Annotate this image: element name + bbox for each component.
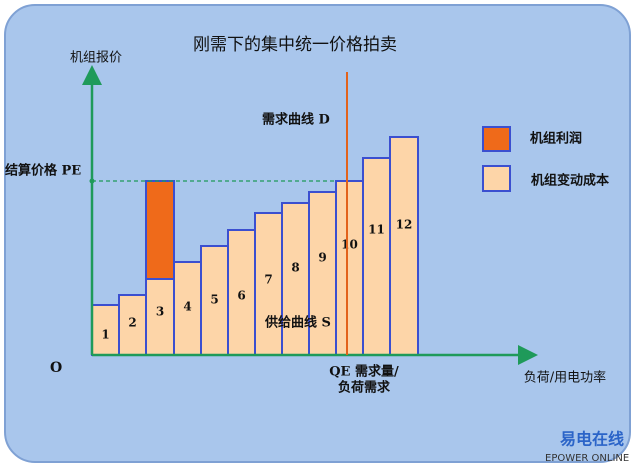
bar-label: 4 (183, 300, 191, 314)
legend-swatch (482, 165, 511, 192)
demand-label: 需求曲线 D (262, 112, 330, 128)
bar-label: 6 (237, 289, 245, 303)
bar-label: 2 (128, 316, 136, 330)
bar (308, 191, 337, 356)
pe-label: 结算价格 PE (5, 163, 81, 179)
qe-label: 负荷需求 (338, 380, 391, 396)
y-axis-label: 机组报价 (70, 51, 122, 66)
bar-label: 7 (264, 273, 272, 287)
title: 刚需下的集中统一价格拍卖 (193, 35, 397, 55)
bar (118, 294, 147, 356)
legend-label: 机组利润 (530, 131, 582, 147)
legend-label: 机组变动成本 (531, 173, 609, 189)
bar-label: 1 (101, 328, 109, 342)
bar-label: 3 (156, 305, 164, 319)
bar (335, 180, 364, 356)
pe-point (89, 178, 95, 184)
bar-label: 5 (210, 293, 218, 307)
bar-label: 10 (341, 238, 358, 252)
legend-swatch (482, 126, 511, 152)
bar-label: 8 (291, 261, 299, 275)
bar (281, 202, 310, 356)
profit-bar (145, 180, 175, 280)
bar (362, 157, 391, 356)
bar (389, 136, 419, 356)
x-axis-label: 负荷/用电功率 (524, 370, 606, 386)
bar (145, 278, 175, 356)
origin: O (50, 360, 62, 376)
watermark-sub: EPOWER ONLINE (545, 453, 629, 464)
qe-label: QE 需求量/ (329, 364, 399, 380)
bar-label: 11 (368, 223, 385, 237)
bar-label: 9 (318, 251, 326, 265)
watermark-brand: 易电在线 (560, 430, 624, 449)
supply-label: 供给曲线 S (264, 315, 331, 331)
bar-label: 12 (396, 218, 413, 232)
